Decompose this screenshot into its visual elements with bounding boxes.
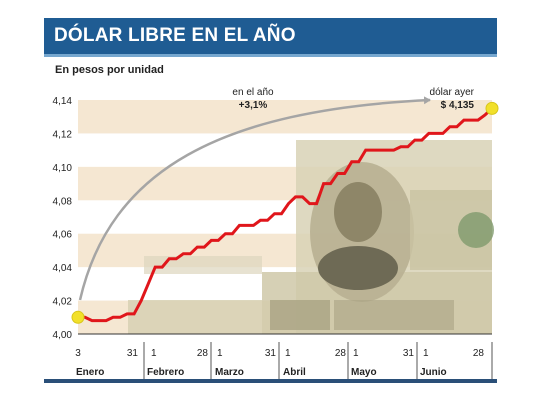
x-tick-label: 31 — [265, 348, 277, 359]
annotation-value-year: +3,1% — [239, 100, 268, 111]
month-label: Marzo — [215, 367, 244, 378]
y-tick-label: 4,02 — [53, 297, 73, 308]
endpoint-markers — [71, 101, 499, 324]
x-tick-label: 3 — [75, 348, 81, 359]
x-tick-label: 1 — [353, 348, 359, 359]
y-tick-label: 4,14 — [53, 96, 73, 107]
month-label: Mayo — [351, 367, 377, 378]
y-tick-label: 4,08 — [53, 196, 73, 207]
x-tick-label: 31 — [127, 348, 139, 359]
y-tick-label: 4,00 — [53, 330, 73, 341]
x-tick-label: 1 — [285, 348, 291, 359]
x-tick-label: 1 — [217, 348, 223, 359]
title-accent-line — [44, 54, 497, 57]
month-label: Enero — [76, 367, 104, 378]
y-axis: 4,14 4,12 4,10 4,08 4,06 4,04 4,02 4,00 — [53, 96, 73, 341]
trend-arrow — [78, 96, 431, 301]
series-layer — [78, 107, 494, 323]
annotation-value-yesterday: $ 4,135 — [441, 100, 475, 111]
x-tick-label: 28 — [197, 348, 209, 359]
x-tick-label: 1 — [423, 348, 429, 359]
x-tick-label: 28 — [473, 348, 485, 359]
chart-subtitle: En pesos por unidad — [55, 64, 164, 76]
x-axis: 3 31 1 28 1 31 1 28 1 31 1 28 Enero Febrero Marzo Abril… — [75, 342, 493, 380]
y-tick-label: 4,04 — [53, 263, 73, 274]
x-tick-label: 1 — [151, 348, 157, 359]
month-bar — [44, 379, 497, 383]
x-tick-label: 31 — [403, 348, 415, 359]
y-tick-label: 4,06 — [53, 230, 73, 241]
y-tick-label: 4,10 — [53, 163, 73, 174]
month-label: Abril — [283, 367, 306, 378]
chart-title: DÓLAR LIBRE EN EL AÑO — [54, 25, 296, 46]
data-point-marker — [485, 101, 499, 115]
series-line — [78, 107, 494, 323]
dollar-bill-illustration — [128, 140, 494, 334]
annotation-label-year: en el año — [232, 87, 274, 98]
grid-band — [78, 100, 492, 134]
y-tick-label: 4,12 — [53, 129, 73, 140]
annotation-label-yesterday: dólar ayer — [430, 87, 475, 98]
month-label: Febrero — [147, 367, 184, 378]
data-point-marker — [71, 310, 85, 324]
title-bar — [44, 18, 497, 54]
x-tick-label: 28 — [335, 348, 347, 359]
month-label: Junio — [420, 367, 447, 378]
